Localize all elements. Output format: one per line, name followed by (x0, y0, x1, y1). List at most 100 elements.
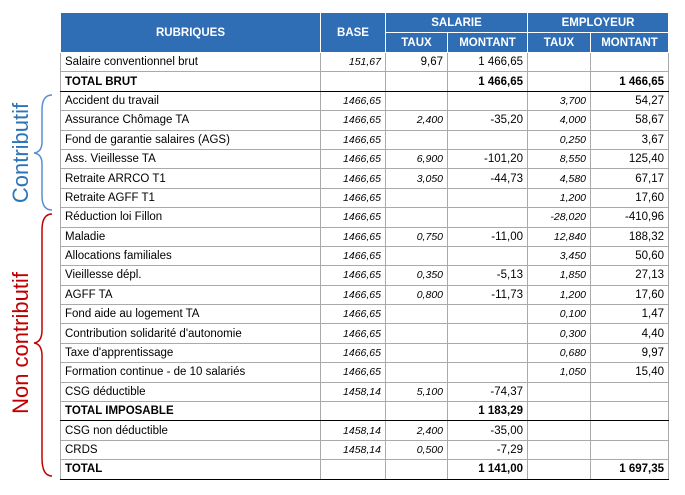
table-row: Réduction loi Fillon 1466,65 -28,020 -410,9… (60, 207, 670, 228)
table-cell (385, 323, 448, 344)
header-cell: MONTANT (446, 32, 529, 53)
table-cell (320, 71, 386, 92)
table-cell: 1,200 (527, 284, 592, 306)
header-cell: BASE (320, 12, 386, 53)
table-cell: 1466,65 (320, 129, 386, 150)
table-row: CSG déductible 1458,14 5,100 -74,37 (60, 381, 670, 403)
side-labels: Contributif Non contributif (8, 94, 53, 477)
table-cell: 17,60 (590, 284, 670, 306)
table-cell (527, 381, 592, 403)
table-cell: 1466,65 (320, 148, 386, 170)
table-cell: 125,40 (590, 148, 670, 170)
table-row: CSG non déductible 1458,14 2,400 -35,00 (60, 420, 670, 441)
table-cell (527, 401, 592, 422)
table-cell (385, 71, 448, 92)
table-cell: 1466,65 (320, 323, 386, 344)
table-cell: -410,96 (590, 207, 670, 228)
table-cell: -11,73 (446, 284, 529, 306)
table-cell (385, 187, 448, 209)
table-cell: 1466,65 (320, 90, 386, 112)
table-cell (527, 71, 592, 92)
table-row: Allocations familiales 1466,65 3,450 50,60 (60, 245, 670, 267)
table-cell: 0,300 (527, 323, 592, 344)
table-cell: 1466,65 (320, 226, 386, 247)
table-row: Maladie 1466,65 0,750 -11,00 12,840 188,32 (60, 226, 670, 247)
table-cell: 4,000 (527, 110, 592, 131)
header-cell: TAUX (527, 32, 592, 53)
table-cell (527, 459, 592, 480)
table-row: TOTAL BRUT 1 466,65 1 466,65 (60, 71, 670, 92)
table-row: TOTAL IMPOSABLE 1 183,29 (60, 401, 670, 422)
payroll-table: RUBRIQUES BASE SALARIE EMPLOYEUR TAUX MONTAN… (60, 12, 670, 480)
table-row: Fond de garantie salaires (AGS) 1466,65 0,… (60, 129, 670, 150)
table-cell: Fond de garantie salaires (AGS) (60, 129, 321, 150)
table-cell: 1466,65 (320, 284, 386, 306)
table-cell: 54,27 (590, 90, 670, 112)
table-cell: 1466,65 (320, 304, 386, 325)
table-cell (590, 439, 670, 461)
table-cell: 0,350 (385, 265, 448, 286)
table-cell: Réduction loi Fillon (60, 207, 321, 228)
table-cell (446, 129, 529, 150)
table-cell: 1 466,65 (446, 71, 529, 92)
table-cell: Maladie (60, 226, 321, 247)
table-cell (385, 207, 448, 228)
table-row: Retraite AGFF T1 1466,65 1,200 17,60 (60, 187, 670, 209)
table-cell: 1 697,35 (590, 459, 670, 480)
table-cell: Taxe d'apprentissage (60, 342, 321, 364)
table-cell: 2,400 (385, 110, 448, 131)
brace-contributif (33, 94, 53, 211)
table-cell: 188,32 (590, 226, 670, 247)
table-cell: 27,13 (590, 265, 670, 286)
table-cell: 17,60 (590, 187, 670, 209)
table-row: AGFF TA 1466,65 0,800 -11,73 1,200 17,60 (60, 284, 670, 306)
table-cell (446, 90, 529, 112)
table-cell: 15,40 (590, 362, 670, 383)
table-cell (446, 323, 529, 344)
table-row: Taxe d'apprentissage 1466,65 0,680 9,97 (60, 342, 670, 364)
table-cell: CSG déductible (60, 381, 321, 403)
table-cell: -28,020 (527, 207, 592, 228)
table-cell: 6,900 (385, 148, 448, 170)
table-cell: 1466,65 (320, 245, 386, 267)
table-cell: 0,680 (527, 342, 592, 364)
table-cell: 1466,65 (320, 168, 386, 189)
table-cell: Ass. Vieillesse TA (60, 148, 321, 170)
table-cell: 0,800 (385, 284, 448, 306)
table-cell: 0,250 (527, 129, 592, 150)
table-cell: -44,73 (446, 168, 529, 189)
table-cell: 1,47 (590, 304, 670, 325)
table-cell (385, 342, 448, 364)
table-cell (385, 129, 448, 150)
table-cell: 1466,65 (320, 265, 386, 286)
group-label: Contributif (8, 102, 33, 203)
table-row: Vieillesse dépl. 1466,65 0,350 -5,13 1,850 27… (60, 265, 670, 286)
table-cell: Assurance Chômage TA (60, 110, 321, 131)
table-cell (527, 439, 592, 461)
table-cell: 9,97 (590, 342, 670, 364)
header-cell: RUBRIQUES (60, 12, 321, 53)
table-cell (446, 245, 529, 267)
table-cell (527, 420, 592, 441)
table-cell: 1466,65 (320, 187, 386, 209)
table-cell: 4,40 (590, 323, 670, 344)
table-row: TOTAL 1 141,00 1 697,35 (60, 459, 670, 480)
table-cell: 1 183,29 (446, 401, 529, 422)
table-cell (590, 420, 670, 441)
table-cell: TOTAL IMPOSABLE (60, 401, 321, 422)
table-row: Salaire conventionnel brut 151,67 9,67 1 46… (60, 51, 670, 73)
table-cell (590, 401, 670, 422)
table-cell (590, 51, 670, 73)
table-cell: 4,580 (527, 168, 592, 189)
table-cell (527, 51, 592, 73)
table-cell: -5,13 (446, 265, 529, 286)
table-cell: 1466,65 (320, 207, 386, 228)
table-cell: -7,29 (446, 439, 529, 461)
table-cell (385, 401, 448, 422)
table-cell: Fond aide au logement TA (60, 304, 321, 325)
table-cell: 1 141,00 (446, 459, 529, 480)
table-cell (446, 187, 529, 209)
table-cell: 151,67 (320, 51, 386, 73)
table-cell: Contribution solidarité d'autonomie (60, 323, 321, 344)
